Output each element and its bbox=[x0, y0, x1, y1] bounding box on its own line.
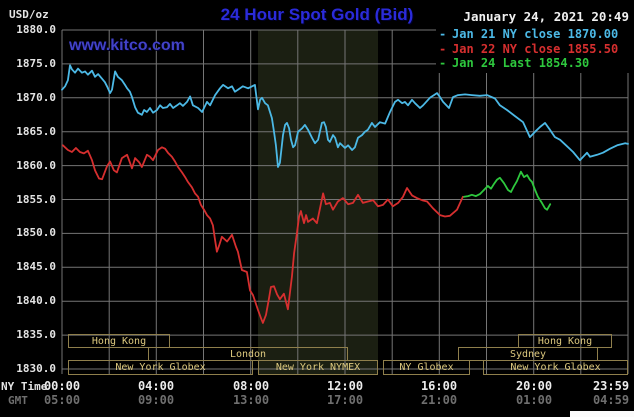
y-tick-label: 1835.0 bbox=[16, 328, 56, 341]
page-title: 24 Hour Spot Gold (Bid) bbox=[220, 5, 414, 24]
ny-time-tick-label: 00:00 bbox=[43, 379, 81, 393]
ny-time-tick-label: 20:00 bbox=[515, 379, 553, 393]
legend-item: - Jan 22 NY close 1855.50 bbox=[436, 42, 634, 57]
session-box-new-york-nymex: New York NYMEX bbox=[258, 360, 378, 375]
series-jan21-line bbox=[61, 64, 629, 168]
ny-time-tick-label: 04:00 bbox=[137, 379, 175, 393]
legend-item: - Jan 21 NY close 1870.00 bbox=[436, 27, 634, 42]
series-jan24-line bbox=[463, 170, 552, 211]
legend-label: Jan 22 NY close 1855.50 bbox=[452, 41, 619, 56]
legend-marker: - bbox=[439, 41, 447, 56]
ny-time-tick-label: 16:00 bbox=[420, 379, 458, 393]
series-jan22-line bbox=[62, 144, 464, 324]
legend-marker: - bbox=[439, 56, 447, 70]
gmt-tick-label: 17:00 bbox=[326, 393, 364, 407]
nymex-session-band bbox=[258, 30, 378, 375]
session-box-ny-globex: NY Globex bbox=[383, 360, 470, 375]
ny-time-tick-label: 23:59 bbox=[592, 379, 630, 393]
gmt-tick-label: 05:00 bbox=[43, 393, 81, 407]
ny-time-tick-label: 08:00 bbox=[232, 379, 270, 393]
y-tick-label: 1870.0 bbox=[16, 91, 56, 104]
legend-marker: - bbox=[439, 27, 447, 41]
legend-label: Jan 21 NY close 1870.00 bbox=[452, 27, 619, 41]
gmt-axis-label: GMT bbox=[8, 394, 28, 407]
gmt-tick-label: 01:00 bbox=[515, 393, 553, 407]
gridlines bbox=[61, 29, 629, 374]
y-tick-label: 1840.0 bbox=[16, 294, 56, 307]
y-tick-label: 1845.0 bbox=[16, 260, 56, 273]
session-box-london: London bbox=[148, 347, 348, 361]
chart-datetime: January 24, 2021 20:49 bbox=[463, 9, 629, 24]
session-box-sydney: Sydney bbox=[458, 347, 598, 361]
ny-time-axis-label: NY Time bbox=[1, 380, 48, 393]
session-box-hong-kong: Hong Kong bbox=[518, 334, 612, 348]
kitco-watermark: www.kitco.com bbox=[69, 37, 185, 54]
gmt-tick-label: 13:00 bbox=[232, 393, 270, 407]
y-tick-label: 1860.0 bbox=[16, 159, 56, 172]
gmt-tick-label: 09:00 bbox=[137, 393, 175, 407]
session-box-new-york-globex: New York Globex bbox=[68, 360, 253, 375]
y-tick-label: 1880.0 bbox=[16, 23, 56, 36]
ny-time-tick-label: 12:00 bbox=[326, 379, 364, 393]
y-tick-label: 1850.0 bbox=[16, 226, 56, 239]
y-axis-units-label: USD/oz bbox=[9, 8, 49, 21]
y-tick-label: 1875.0 bbox=[16, 57, 56, 70]
y-tick-label: 1865.0 bbox=[16, 125, 56, 138]
legend: - Jan 21 NY close 1870.00- Jan 22 NY close… bbox=[436, 26, 634, 73]
y-tick-label: 1855.0 bbox=[16, 193, 56, 206]
legend-item: - Jan 24 Last 1854.30 bbox=[436, 56, 634, 71]
y-tick-label: 1830.0 bbox=[16, 362, 56, 375]
gmt-tick-label: 04:59 bbox=[592, 393, 630, 407]
legend-label: Jan 24 Last 1854.30 bbox=[452, 56, 590, 70]
session-box-hong-kong: Hong Kong bbox=[68, 334, 170, 348]
session-box-new-york-globex: New York Globex bbox=[483, 360, 628, 375]
gmt-tick-label: 21:00 bbox=[420, 393, 458, 407]
page-background-sliver bbox=[570, 411, 634, 417]
price-series bbox=[61, 64, 629, 324]
